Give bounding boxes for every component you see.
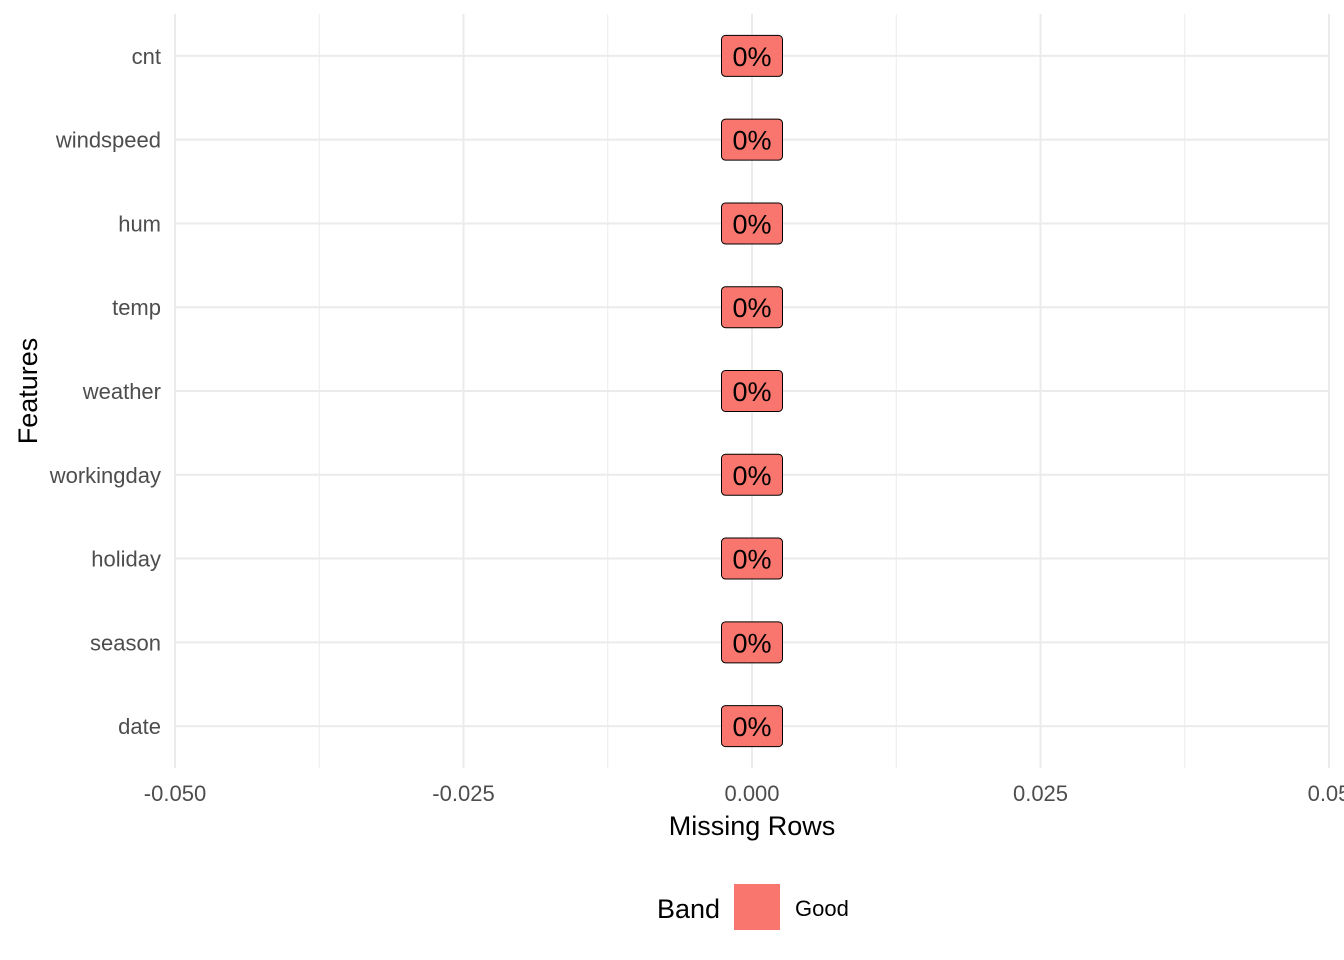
data-label-box-workingday (721, 453, 783, 496)
data-label-holiday: 0% (732, 545, 771, 575)
y-tick-label-weather: weather (82, 379, 161, 404)
data-label-box-cnt (721, 34, 783, 77)
data-label-box-weather (721, 370, 783, 412)
y-axis-ticks: date season holiday workingday weather temp hu… (49, 44, 161, 739)
x-tick-label: 0.025 (1013, 781, 1068, 806)
data-label-date: 0% (732, 712, 771, 742)
x-tick-label: -0.050 (144, 781, 206, 806)
x-tick-label: 0.000 (724, 781, 779, 806)
data-label-temp: 0% (732, 293, 771, 323)
y-tick-label-cnt: cnt (132, 44, 161, 69)
data-label-weather: 0% (732, 377, 771, 407)
y-axis-title: Features (13, 338, 43, 445)
data-label-season: 0% (732, 628, 771, 658)
x-axis-ticks: -0.050 -0.025 0.000 0.025 0.05 (144, 781, 1344, 806)
y-tick-label-windspeed: windspeed (55, 128, 161, 153)
data-label-box-hum (721, 202, 783, 245)
data-labels: 0% 0% 0% 0% 0% 0% 0% 0% 0% (721, 34, 783, 748)
y-tick-label-temp: temp (112, 295, 161, 320)
data-label-box-holiday (721, 537, 783, 580)
legend-key-good (734, 884, 780, 930)
y-tick-label-season: season (90, 630, 161, 655)
x-tick-label: 0.05 (1308, 781, 1344, 806)
data-label-workingday: 0% (732, 461, 771, 491)
data-label-hum: 0% (732, 209, 771, 239)
data-label-box-windspeed (721, 118, 783, 161)
legend-title: Band (657, 894, 720, 924)
x-tick-label: -0.025 (432, 781, 494, 806)
x-axis-title: Missing Rows (669, 811, 836, 841)
y-tick-label-hum: hum (118, 211, 161, 236)
legend: Band Good (657, 884, 849, 930)
data-label-box-date (721, 705, 783, 748)
y-tick-label-workingday: workingday (49, 463, 161, 488)
y-tick-label-holiday: holiday (91, 547, 161, 572)
data-label-box-temp (721, 286, 783, 329)
data-label-cnt: 0% (732, 42, 771, 72)
data-label-box-season (721, 621, 783, 664)
legend-label-good: Good (795, 896, 849, 921)
y-tick-label-date: date (118, 714, 161, 739)
data-label-windspeed: 0% (732, 126, 771, 156)
